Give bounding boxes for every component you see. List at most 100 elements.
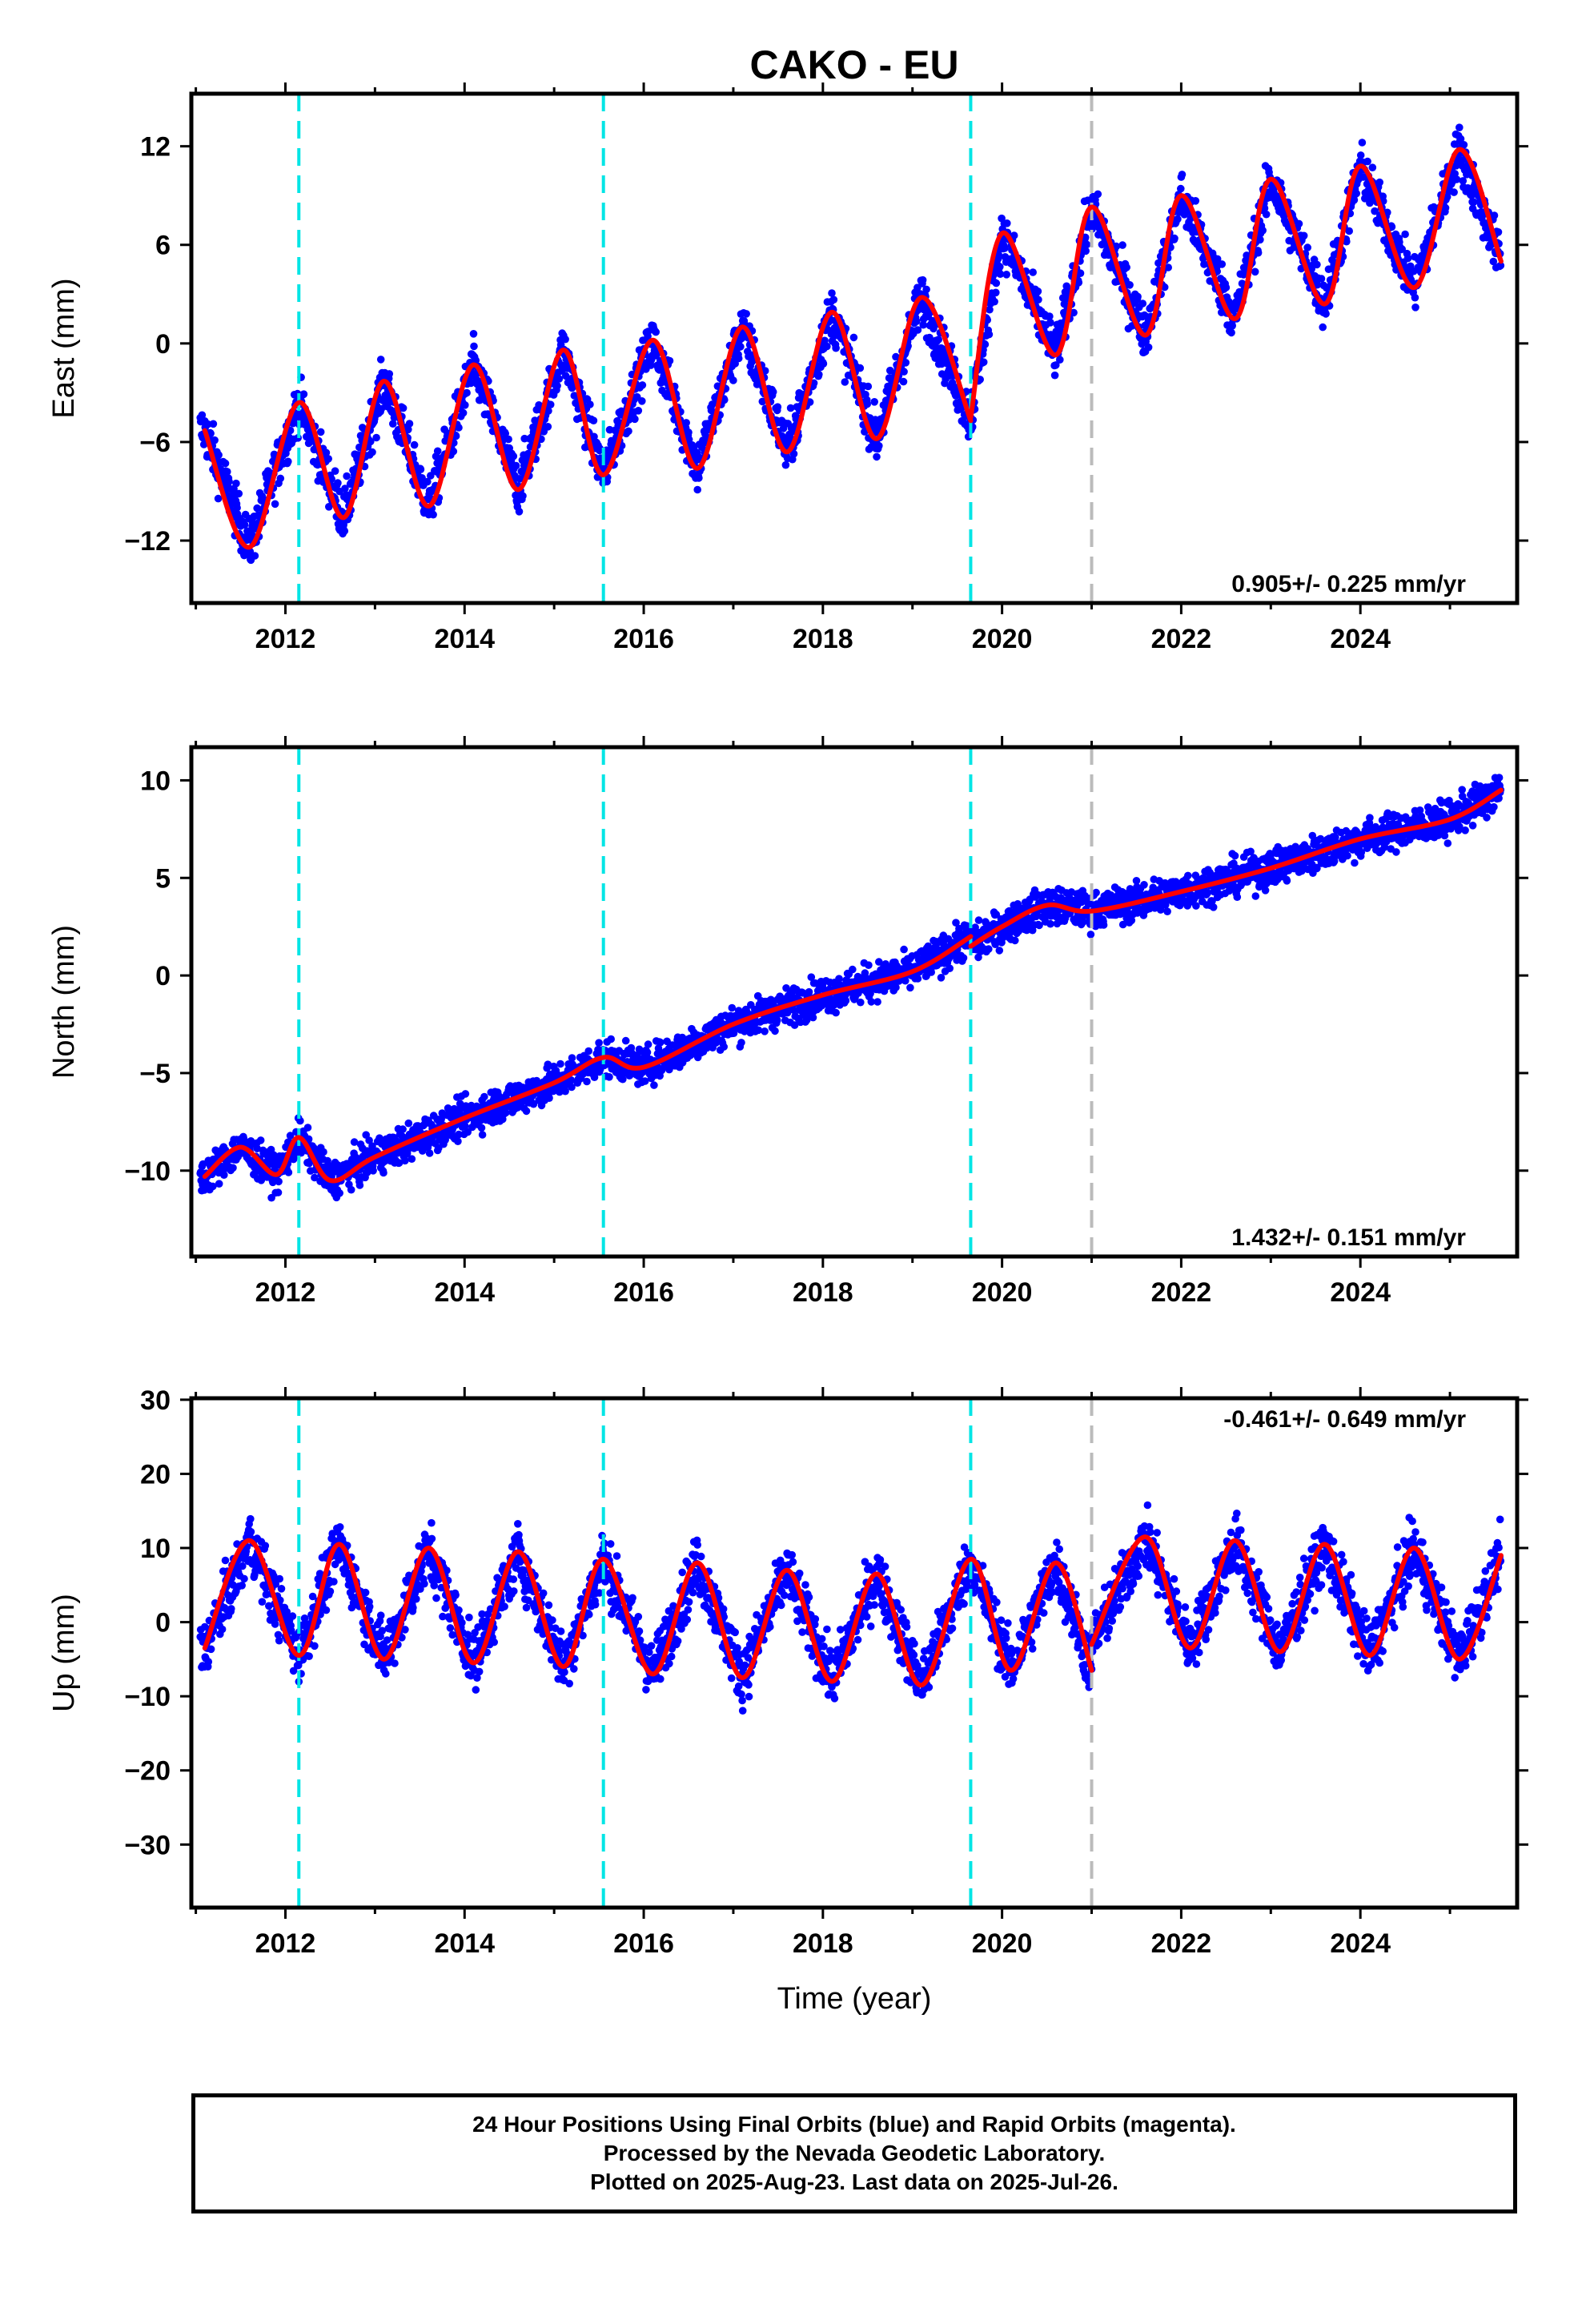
data-point — [809, 1013, 817, 1022]
data-point — [1079, 918, 1087, 927]
data-point — [316, 428, 325, 436]
data-point — [647, 361, 655, 369]
data-point — [1174, 215, 1182, 223]
data-point — [215, 1180, 223, 1188]
data-point — [1375, 178, 1383, 187]
data-point — [501, 429, 509, 438]
data-point — [586, 400, 594, 408]
data-point — [198, 411, 207, 420]
data-point — [918, 275, 927, 284]
data-point — [522, 1107, 531, 1116]
data-point — [232, 479, 240, 488]
data-point — [682, 419, 690, 427]
data-point — [199, 1160, 207, 1168]
data-point — [974, 916, 983, 924]
data-point — [634, 407, 643, 415]
data-point — [995, 947, 1004, 955]
data-point — [789, 1006, 797, 1014]
data-point — [805, 987, 813, 996]
data-point — [1299, 231, 1308, 240]
data-point — [771, 1027, 779, 1035]
data-point — [1411, 293, 1419, 302]
data-point — [567, 1076, 576, 1084]
data-point — [459, 408, 468, 417]
data-point — [900, 945, 908, 954]
data-point — [583, 1077, 591, 1086]
data-point — [1178, 171, 1186, 179]
data-point — [416, 465, 425, 473]
data-point — [1459, 177, 1468, 185]
data-point — [1070, 308, 1078, 317]
y-tick-label: 12 — [140, 132, 171, 163]
data-point — [240, 521, 249, 529]
x-tick-label: 2024 — [1330, 624, 1391, 654]
data-point — [913, 326, 922, 334]
data-point — [865, 961, 873, 969]
x-tick-label: 2014 — [434, 624, 495, 654]
data-point — [619, 1075, 627, 1084]
data-point — [1122, 263, 1130, 271]
data-point — [209, 420, 218, 428]
data-point — [215, 451, 223, 459]
data-point — [405, 420, 414, 428]
data-point — [372, 433, 380, 442]
data-point — [1368, 163, 1377, 171]
y-tick-label: 0 — [155, 329, 171, 360]
data-point — [350, 1138, 359, 1146]
data-point — [786, 404, 795, 412]
data-point — [1034, 296, 1042, 304]
data-point — [807, 973, 816, 981]
data-point — [429, 510, 437, 519]
data-point — [1112, 242, 1121, 251]
data-point — [815, 370, 823, 379]
x-tick-label: 2012 — [255, 624, 316, 654]
data-point — [304, 1135, 313, 1144]
data-point — [284, 1168, 293, 1176]
data-point — [1082, 240, 1091, 249]
data-point — [1074, 279, 1083, 287]
data-point — [311, 1173, 319, 1182]
data-point — [1443, 193, 1452, 201]
data-point — [544, 423, 552, 431]
data-point — [737, 343, 745, 351]
data-point — [906, 983, 914, 992]
data-point — [1460, 141, 1468, 149]
data-point — [1118, 241, 1126, 249]
data-point — [1251, 267, 1259, 276]
data-point — [455, 424, 463, 432]
data-point — [992, 288, 1000, 297]
data-point — [467, 379, 475, 388]
data-point — [256, 1136, 265, 1144]
data-point — [1363, 157, 1371, 166]
data-point — [828, 289, 836, 297]
data-point — [841, 378, 849, 386]
data-point — [650, 1081, 658, 1089]
data-point — [835, 975, 843, 983]
data-point — [209, 1182, 217, 1191]
data-point — [275, 1177, 283, 1186]
data-point — [299, 390, 308, 399]
data-point — [621, 1036, 630, 1045]
data-point — [991, 940, 999, 948]
data-point — [1345, 227, 1353, 235]
data-point — [214, 494, 223, 503]
data-point — [424, 477, 432, 486]
data-point — [1350, 196, 1359, 204]
data-point — [335, 1189, 344, 1197]
data-point — [1170, 234, 1178, 243]
data-point — [389, 420, 397, 428]
data-point — [729, 376, 737, 384]
y-tick-label: −6 — [139, 428, 171, 458]
data-point — [1313, 280, 1322, 289]
data-point — [478, 1131, 487, 1139]
data-point — [790, 1021, 799, 1029]
data-point — [1218, 260, 1227, 268]
data-point — [899, 377, 908, 386]
east-data-points — [196, 123, 1505, 565]
data-point — [821, 336, 829, 345]
data-point — [568, 1083, 576, 1092]
data-point — [449, 447, 458, 456]
data-point — [365, 1136, 373, 1144]
data-point — [985, 945, 993, 953]
